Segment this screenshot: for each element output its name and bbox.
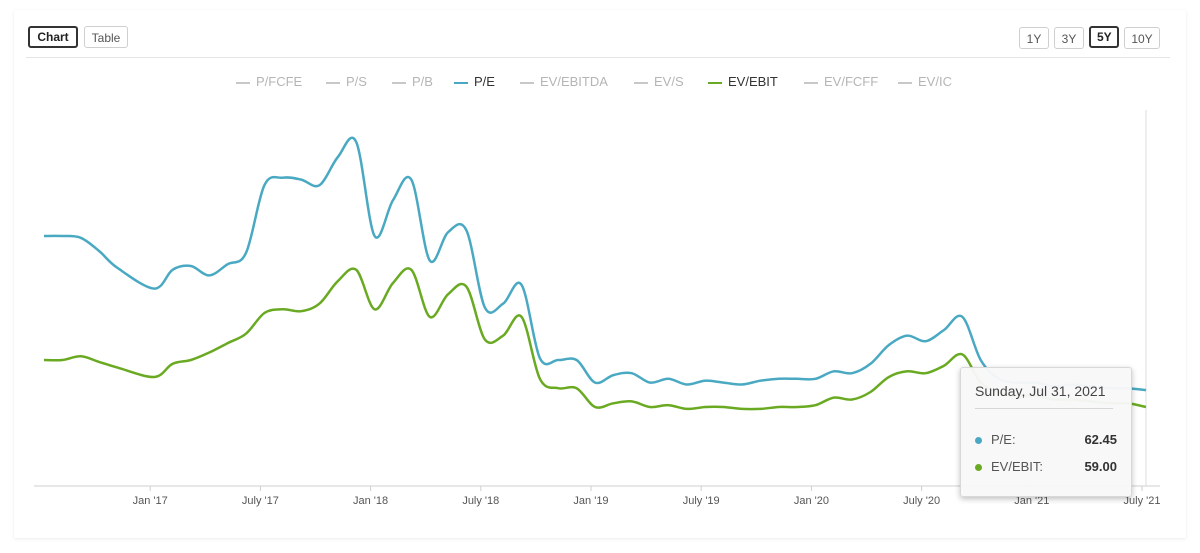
legend-swatch xyxy=(236,81,250,84)
x-tick-label: Jan '17 xyxy=(133,495,168,507)
legend-item-p-e[interactable]: P/E xyxy=(454,74,495,89)
tooltip-label: EV/EBIT: xyxy=(991,459,1044,474)
legend-label: EV/FCFF xyxy=(824,74,879,89)
tooltip-row-p-e: P/E: 62.45 xyxy=(975,432,1117,450)
x-tick-label: July '19 xyxy=(683,495,720,507)
legend-label: P/B xyxy=(412,74,433,89)
legend-item-ev-ebitda[interactable]: EV/EBITDA xyxy=(520,74,608,89)
table-view-button[interactable]: Table xyxy=(84,26,128,48)
series-line-ev-ebit[interactable] xyxy=(43,267,1147,411)
legend-swatch xyxy=(804,81,818,84)
tooltip-row-ev-ebit: EV/EBIT: 59.00 xyxy=(975,459,1117,477)
tooltip-label: P/E: xyxy=(991,432,1016,447)
legend-item-p-b[interactable]: P/B xyxy=(392,74,433,89)
x-tick-label: July '17 xyxy=(242,495,279,507)
legend-label: P/E xyxy=(474,74,495,89)
tooltip-date: Sunday, Jul 31, 2021 xyxy=(975,383,1106,399)
chart-series xyxy=(43,136,1147,411)
legend-item-p-fcfe[interactable]: P/FCFE xyxy=(236,74,302,89)
legend-label: P/FCFE xyxy=(256,74,303,89)
range-3y-button[interactable]: 3Y xyxy=(1054,27,1084,49)
range-10y-button[interactable]: 10Y xyxy=(1124,27,1160,49)
legend-label: EV/EBIT xyxy=(728,74,778,89)
x-tick-label: Jan '20 xyxy=(794,495,829,507)
legend-label: EV/EBITDA xyxy=(540,74,608,89)
legend-item-ev-ebit[interactable]: EV/EBIT xyxy=(708,74,778,89)
range-5y-button[interactable]: 5Y xyxy=(1089,26,1119,48)
legend-label: P/S xyxy=(346,74,367,89)
range-1y-button[interactable]: 1Y xyxy=(1019,27,1049,49)
x-tick-label: Jan '19 xyxy=(573,495,608,507)
legend-item-p-s[interactable]: P/S xyxy=(326,74,367,89)
chart-view-button[interactable]: Chart xyxy=(28,26,78,48)
legend-swatch xyxy=(634,81,648,84)
x-axis-tick-labels: Jan '17 July '17 Jan '18 July '18 Jan '19 Jul… xyxy=(133,495,1161,507)
legend-swatch-ev-ebit xyxy=(708,81,722,84)
x-tick-label: July '20 xyxy=(903,495,940,507)
legend-swatch-p-e xyxy=(454,81,468,84)
hover-tooltip: Sunday, Jul 31, 2021 P/E: 62.45 EV/EBIT:… xyxy=(960,367,1132,497)
legend-item-ev-s[interactable]: EV/S xyxy=(634,74,684,89)
tooltip-value: 59.00 xyxy=(1084,459,1117,474)
x-tick-label: Jan '18 xyxy=(353,495,388,507)
legend-swatch xyxy=(392,81,406,84)
legend-label: EV/S xyxy=(654,74,684,89)
legend-item-ev-ic[interactable]: EV/IC xyxy=(898,74,952,89)
legend-label: EV/IC xyxy=(918,74,952,89)
legend-swatch xyxy=(326,81,340,84)
tooltip-dot-ev-ebit xyxy=(975,464,982,471)
tooltip-dot-p-e xyxy=(975,437,982,444)
x-tick-label: July '18 xyxy=(462,495,499,507)
tooltip-value: 62.45 xyxy=(1084,432,1117,447)
header-divider xyxy=(26,57,1170,58)
legend-swatch xyxy=(898,81,912,84)
legend-swatch xyxy=(520,81,534,84)
x-tick-label: Jan '21 xyxy=(1014,495,1049,507)
x-tick-label: July '21 xyxy=(1124,495,1161,507)
series-line-p-e[interactable] xyxy=(43,136,1147,392)
tooltip-divider xyxy=(975,408,1113,409)
legend-item-ev-fcff[interactable]: EV/FCFF xyxy=(804,74,878,89)
